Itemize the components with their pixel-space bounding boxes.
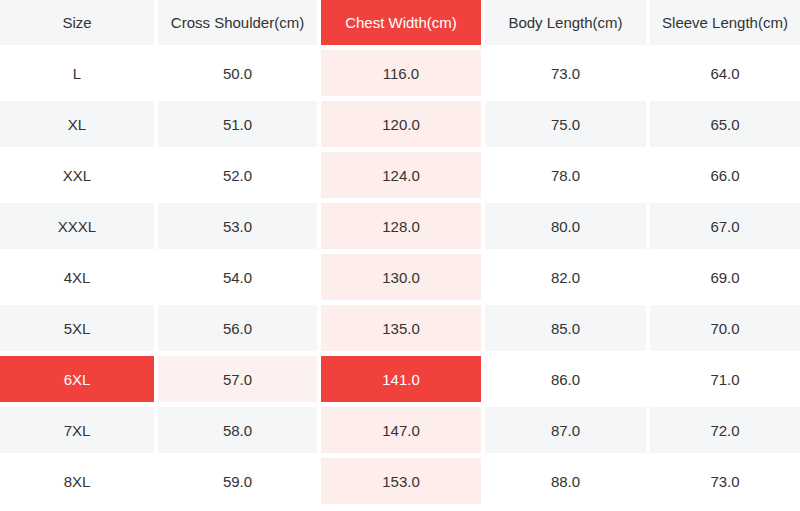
body-length-cell: 86.0 xyxy=(485,356,646,402)
chest-width-cell: 120.0 xyxy=(321,101,481,147)
table-row: 5XL 56.0 135.0 85.0 70.0 xyxy=(0,305,800,351)
size-cell[interactable]: 7XL xyxy=(0,407,154,453)
size-cell[interactable]: L xyxy=(0,50,154,96)
cross-shoulder-cell: 50.0 xyxy=(158,50,317,96)
chest-width-cell: 141.0 xyxy=(321,356,481,402)
size-cell[interactable]: 8XL xyxy=(0,458,154,504)
body-length-cell: 75.0 xyxy=(485,101,646,147)
column-header-chest-width[interactable]: Chest Width(cm) xyxy=(321,0,481,45)
body-length-cell: 80.0 xyxy=(485,203,646,249)
cross-shoulder-cell: 57.0 xyxy=(158,356,317,402)
table-row: 7XL 58.0 147.0 87.0 72.0 xyxy=(0,407,800,453)
size-cell[interactable]: XXXL xyxy=(0,203,154,249)
body-length-cell: 78.0 xyxy=(485,152,646,198)
body-length-cell: 85.0 xyxy=(485,305,646,351)
chest-width-cell: 147.0 xyxy=(321,407,481,453)
body-length-cell: 73.0 xyxy=(485,50,646,96)
body-length-cell: 82.0 xyxy=(485,254,646,300)
size-cell[interactable]: 6XL xyxy=(0,356,154,402)
sleeve-length-cell: 73.0 xyxy=(650,458,800,504)
sleeve-length-cell: 70.0 xyxy=(650,305,800,351)
chest-width-cell: 135.0 xyxy=(321,305,481,351)
table-header-row: Size Cross Shoulder(cm) Chest Width(cm) … xyxy=(0,0,800,45)
cross-shoulder-cell: 53.0 xyxy=(158,203,317,249)
chest-width-cell: 128.0 xyxy=(321,203,481,249)
column-header-body-length[interactable]: Body Length(cm) xyxy=(485,0,646,45)
sleeve-length-cell: 67.0 xyxy=(650,203,800,249)
size-cell[interactable]: 5XL xyxy=(0,305,154,351)
column-header-sleeve-length[interactable]: Sleeve Length(cm) xyxy=(650,0,800,45)
body-length-cell: 88.0 xyxy=(485,458,646,504)
table-row: XXL 52.0 124.0 78.0 66.0 xyxy=(0,152,800,198)
chest-width-cell: 124.0 xyxy=(321,152,481,198)
sleeve-length-cell: 72.0 xyxy=(650,407,800,453)
size-cell[interactable]: XXL xyxy=(0,152,154,198)
chest-width-cell: 130.0 xyxy=(321,254,481,300)
table-row: L 50.0 116.0 73.0 64.0 xyxy=(0,50,800,96)
size-cell[interactable]: XL xyxy=(0,101,154,147)
chest-width-cell: 116.0 xyxy=(321,50,481,96)
body-length-cell: 87.0 xyxy=(485,407,646,453)
size-chart-table: Size Cross Shoulder(cm) Chest Width(cm) … xyxy=(0,0,800,511)
cross-shoulder-cell: 52.0 xyxy=(158,152,317,198)
table-row: 4XL 54.0 130.0 82.0 69.0 xyxy=(0,254,800,300)
cross-shoulder-cell: 59.0 xyxy=(158,458,317,504)
sleeve-length-cell: 71.0 xyxy=(650,356,800,402)
sleeve-length-cell: 65.0 xyxy=(650,101,800,147)
sleeve-length-cell: 66.0 xyxy=(650,152,800,198)
cross-shoulder-cell: 51.0 xyxy=(158,101,317,147)
table-row: 8XL 59.0 153.0 88.0 73.0 xyxy=(0,458,800,504)
table-row-highlighted: 6XL 57.0 141.0 86.0 71.0 xyxy=(0,356,800,402)
cross-shoulder-cell: 58.0 xyxy=(158,407,317,453)
size-cell[interactable]: 4XL xyxy=(0,254,154,300)
chest-width-cell: 153.0 xyxy=(321,458,481,504)
cross-shoulder-cell: 56.0 xyxy=(158,305,317,351)
table-row: XXXL 53.0 128.0 80.0 67.0 xyxy=(0,203,800,249)
table-row: XL 51.0 120.0 75.0 65.0 xyxy=(0,101,800,147)
column-header-size[interactable]: Size xyxy=(0,0,154,45)
cross-shoulder-cell: 54.0 xyxy=(158,254,317,300)
sleeve-length-cell: 69.0 xyxy=(650,254,800,300)
sleeve-length-cell: 64.0 xyxy=(650,50,800,96)
column-header-cross-shoulder[interactable]: Cross Shoulder(cm) xyxy=(158,0,317,45)
